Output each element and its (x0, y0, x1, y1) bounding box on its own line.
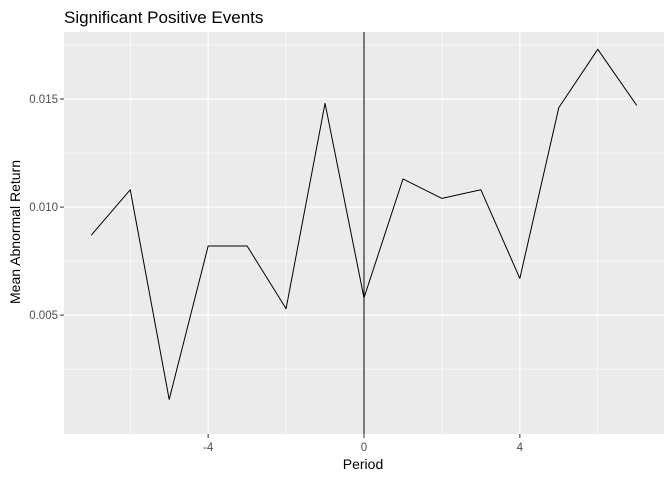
x-axis-title: Period (343, 456, 383, 472)
y-tick-label: 0.015 (29, 94, 58, 106)
chart-title: Significant Positive Events (64, 8, 263, 27)
x-tick-label: -4 (203, 442, 214, 454)
x-tick-label: 4 (517, 442, 524, 454)
series-line (90, 48, 638, 400)
y-tick-label: 0.005 (29, 310, 58, 322)
x-tick-label: 0 (361, 442, 367, 454)
y-axis-ticks: 0.005 0.010 0.015 (29, 94, 64, 322)
x-axis-ticks: -4 0 4 (203, 434, 524, 454)
y-axis-title: Mean Abnormal Return (7, 160, 23, 304)
y-tick-label: 0.010 (29, 202, 58, 214)
series-layer (90, 48, 638, 400)
